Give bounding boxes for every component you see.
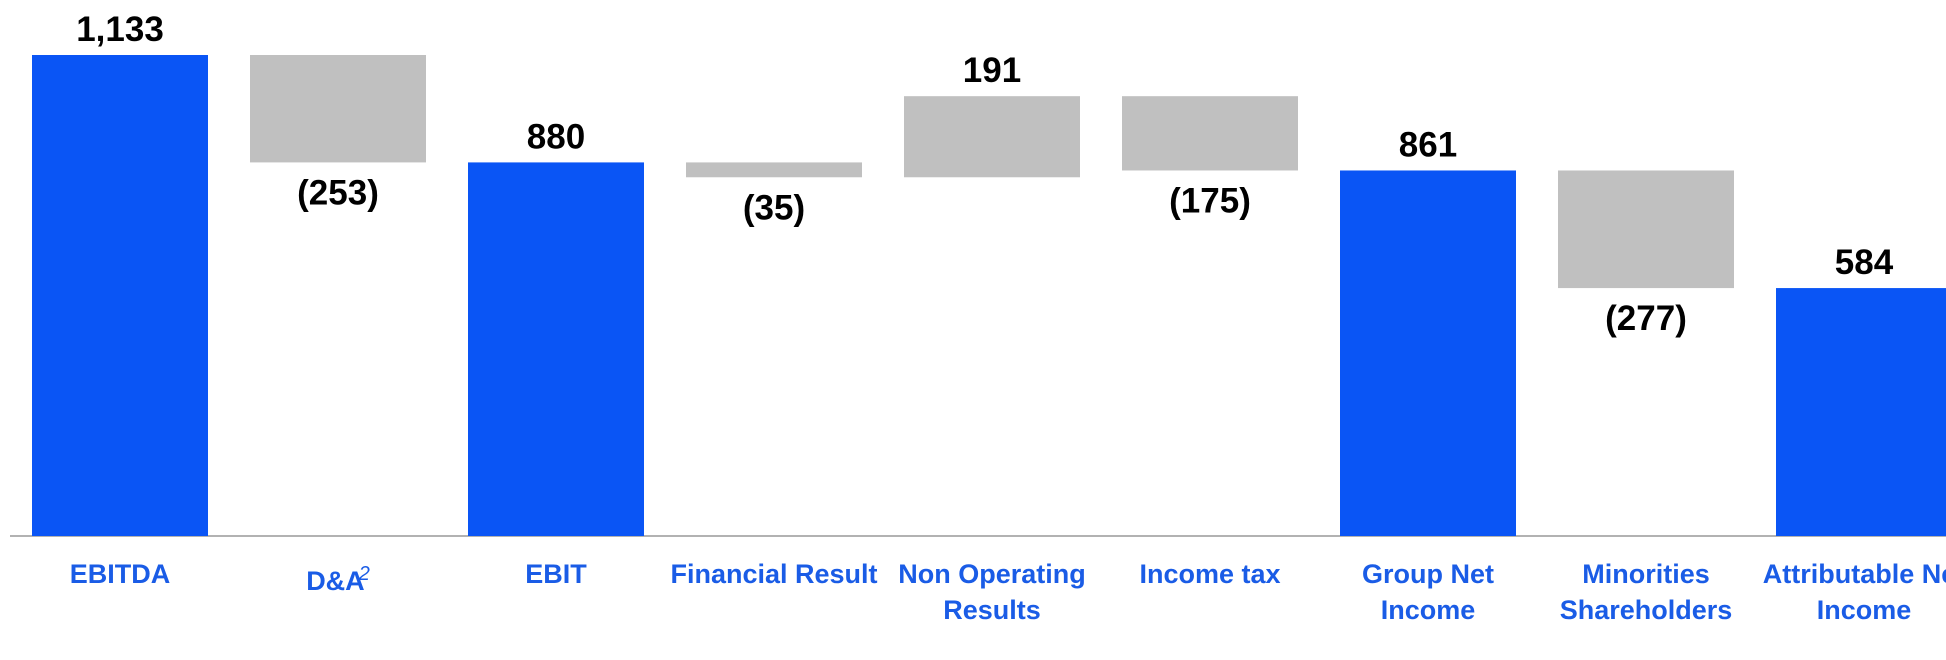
x-tick-label: D&A2	[233, 556, 443, 599]
x-tick-label: Group Net Income	[1323, 556, 1533, 628]
value-label: 880	[527, 117, 585, 156]
delta-bar	[904, 96, 1080, 178]
x-tick-label: Income tax	[1105, 556, 1315, 592]
x-tick-label: EBITDA	[15, 556, 225, 592]
value-label: 584	[1835, 243, 1894, 282]
value-label: (35)	[743, 188, 805, 227]
x-tick-label: EBIT	[451, 556, 661, 592]
delta-bar	[686, 162, 862, 178]
category-text: Minorities Shareholders	[1559, 559, 1733, 625]
value-label: 1,133	[76, 10, 164, 49]
total-bar	[1776, 288, 1946, 536]
delta-bar	[1122, 96, 1298, 171]
category-text: Attributable Net Income	[1762, 559, 1946, 625]
total-bar	[1340, 170, 1516, 536]
value-label: 191	[963, 51, 1021, 90]
category-text: Financial Result	[670, 559, 878, 589]
category-text: Group Net Income	[1362, 559, 1494, 625]
x-tick-label: Non Operating Results	[887, 556, 1097, 628]
x-tick-label: Minorities Shareholders	[1541, 556, 1751, 628]
category-text: EBITDA	[69, 559, 171, 589]
category-text: Income tax	[1139, 559, 1281, 589]
value-label: (253)	[297, 173, 379, 212]
total-bar	[32, 55, 208, 536]
total-bar	[468, 162, 644, 536]
x-tick-label: Attributable Net Income	[1759, 556, 1946, 628]
category-text: Non Operating Results	[898, 559, 1086, 625]
delta-bar	[1558, 170, 1734, 289]
category-text: D&A	[306, 566, 365, 596]
category-text: EBIT	[525, 559, 587, 589]
value-label: 861	[1399, 125, 1457, 164]
x-tick-label: Financial Result	[669, 556, 879, 592]
delta-bar	[250, 55, 426, 163]
footnote-marker: 2	[358, 563, 370, 585]
value-label: (277)	[1605, 299, 1687, 338]
value-label: (175)	[1169, 181, 1251, 220]
